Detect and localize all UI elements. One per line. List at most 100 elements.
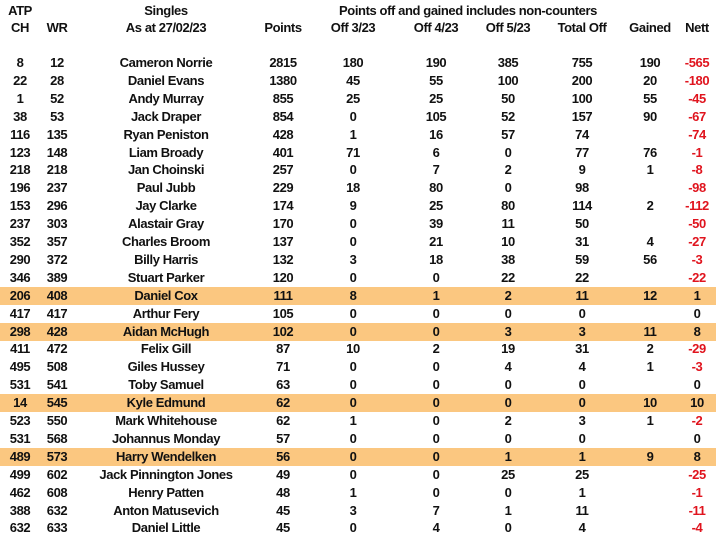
cell-nett: 0 <box>693 430 701 446</box>
table-row: 499 602 Jack Pinnington Jones 49 0 0 25 25 -25 <box>0 466 716 484</box>
cell-off-5-23: 0 <box>504 430 512 446</box>
cell-wr: 296 <box>46 198 68 214</box>
cell-total-off: 11 <box>575 287 589 303</box>
cell-gained: 190 <box>639 55 661 70</box>
cell-off-5-23: 100 <box>497 72 519 88</box>
cell-name: Alastair Gray <box>128 216 204 232</box>
cell-off-3-23: 0 <box>349 234 357 249</box>
cell-nett: -8 <box>691 162 703 178</box>
cell-off-4-23: 80 <box>429 180 443 196</box>
table-row: 22 28 Daniel Evans 1380 45 55 100 200 20 -180 <box>0 72 716 90</box>
cell-name: Ryan Peniston <box>123 126 209 142</box>
cell-off-5-23: 50 <box>501 90 515 106</box>
cell-ch: 523 <box>9 413 31 428</box>
cell-off-4-23: 21 <box>429 234 443 249</box>
cell-points: 229 <box>272 180 294 196</box>
cell-gained: 1 <box>646 162 654 178</box>
cell-name: Harry Wendelken <box>116 448 216 464</box>
cell-wr: 218 <box>46 162 68 178</box>
cell-off-3-23: 25 <box>346 90 360 106</box>
cell-off-5-23: 25 <box>501 466 515 482</box>
cell-ch: 531 <box>9 430 31 446</box>
column-header-points: Points <box>264 20 302 35</box>
cell-off-3-23: 0 <box>349 162 357 178</box>
cell-off-5-23: 385 <box>497 55 519 70</box>
cell-wr: 408 <box>46 287 68 303</box>
cell-ch: 417 <box>9 305 31 321</box>
table-row: 495 508 Giles Hussey 71 0 0 4 4 1 -3 <box>0 358 716 376</box>
cell-wr: 541 <box>46 377 68 393</box>
table-row: 411 472 Felix Gill 87 10 2 19 31 2 -29 <box>0 340 716 358</box>
cell-nett: -67 <box>688 108 706 124</box>
cell-name: Daniel Cox <box>134 287 198 303</box>
table-row: 298 428 Aidan McHugh 102 0 0 3 3 11 8 <box>0 322 716 341</box>
column-header-off-3-23: Off 3/23 <box>330 20 376 35</box>
cell-total-off: 74 <box>575 126 589 142</box>
cell-name: Andy Murray <box>128 90 204 106</box>
cell-name: Billy Harris <box>134 251 198 267</box>
cell-off-3-23: 0 <box>349 377 357 393</box>
cell-points: 854 <box>272 108 294 124</box>
table-row: 346 389 Stuart Parker 120 0 0 22 22 -22 <box>0 269 716 287</box>
cell-wr: 53 <box>50 108 64 124</box>
cell-off-3-23: 0 <box>349 323 357 339</box>
cell-name: Daniel Evans <box>127 72 205 88</box>
cell-total-off: 9 <box>578 162 586 178</box>
cell-points: 62 <box>276 395 290 411</box>
cell-gained: 10 <box>643 395 657 411</box>
cell-wr: 148 <box>46 144 68 160</box>
cell-nett: -74 <box>688 126 706 142</box>
cell-off-3-23: 0 <box>349 216 357 232</box>
cell-off-4-23: 39 <box>429 216 443 232</box>
cell-points: 120 <box>272 269 294 285</box>
table-row: 14 545 Kyle Edmund 62 0 0 0 0 10 10 <box>0 394 716 413</box>
table-row: 206 408 Daniel Cox 111 8 1 2 11 12 1 <box>0 286 716 305</box>
cell-total-off: 157 <box>571 108 593 124</box>
cell-points: 170 <box>272 216 294 232</box>
cell-nett: -3 <box>691 251 703 267</box>
cell-off-4-23: 0 <box>432 323 440 339</box>
column-header-ch: CH <box>11 20 29 35</box>
cell-off-4-23: 55 <box>429 72 443 88</box>
cell-off-5-23: 10 <box>501 234 515 249</box>
cell-points: 45 <box>276 520 290 536</box>
cell-points: 132 <box>272 251 294 267</box>
cell-wr: 28 <box>50 72 64 88</box>
cell-nett: -27 <box>688 234 706 249</box>
cell-name: Paul Jubb <box>136 180 196 196</box>
cell-points: 105 <box>272 305 294 321</box>
cell-off-3-23: 71 <box>346 144 360 160</box>
cell-ch: 388 <box>9 502 31 518</box>
cell-off-4-23: 0 <box>432 448 440 464</box>
table-row: 196 237 Paul Jubb 229 18 80 0 98 -98 <box>0 179 716 197</box>
cell-name: Kyle Edmund <box>126 395 206 411</box>
cell-off-4-23: 0 <box>432 484 440 500</box>
cell-name: Aidan McHugh <box>122 323 210 339</box>
cell-points: 855 <box>272 90 294 106</box>
cell-points: 2815 <box>269 55 297 70</box>
cell-gained: 56 <box>643 251 657 267</box>
cell-points: 45 <box>276 502 290 518</box>
cell-name: Anton Matusevich <box>113 502 219 518</box>
cell-total-off: 50 <box>575 216 589 232</box>
cell-wr: 602 <box>46 466 68 482</box>
cell-wr: 508 <box>46 359 68 375</box>
cell-name: Cameron Norrie <box>119 55 213 70</box>
cell-off-4-23: 16 <box>429 126 443 142</box>
cell-gained: 20 <box>643 72 657 88</box>
cell-points: 174 <box>272 198 294 214</box>
cell-wr: 357 <box>46 234 68 249</box>
cell-off-3-23: 9 <box>349 198 357 214</box>
cell-total-off: 0 <box>578 377 586 393</box>
table-row: 1 52 Andy Murray 855 25 25 50 100 55 -45 <box>0 90 716 108</box>
cell-wr: 568 <box>46 430 68 446</box>
cell-off-4-23: 0 <box>432 466 440 482</box>
cell-off-4-23: 0 <box>432 359 440 375</box>
cell-wr: 389 <box>46 269 68 285</box>
cell-total-off: 0 <box>578 395 586 411</box>
cell-points: 1380 <box>269 72 297 88</box>
cell-gained: 9 <box>646 448 654 464</box>
cell-off-4-23: 105 <box>425 108 447 124</box>
cell-off-5-23: 2 <box>504 287 512 303</box>
cell-points: 102 <box>272 323 294 339</box>
